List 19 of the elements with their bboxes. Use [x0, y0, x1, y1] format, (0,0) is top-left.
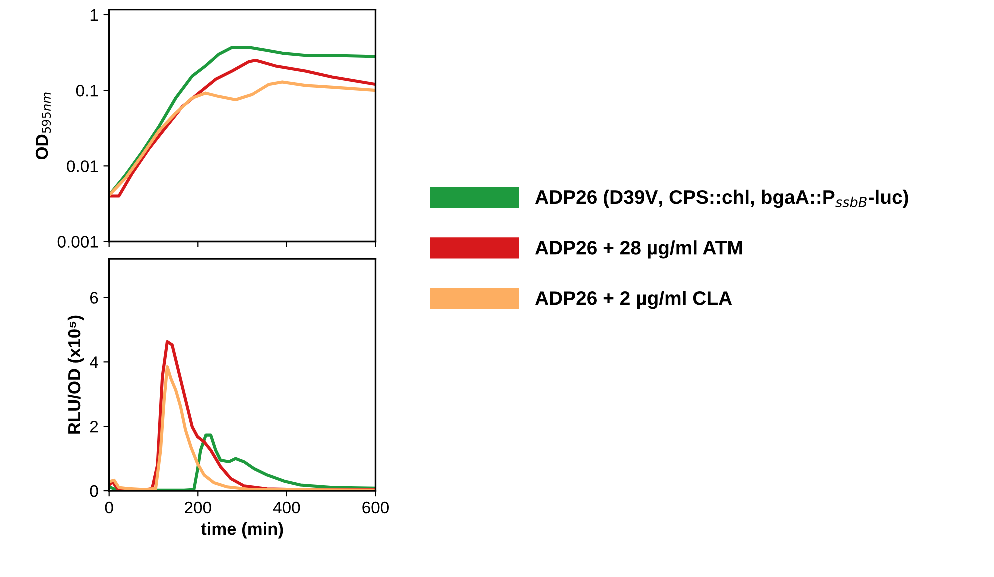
y-tick-label: 6	[90, 292, 98, 304]
y-axis-title: RLU/OD (x10⁵)	[68, 316, 84, 434]
y-tick-label: 0	[90, 485, 98, 498]
line-series	[109, 80, 376, 197]
x-tick-label: 200	[185, 502, 212, 514]
legend-label: ADP26 + 2 µg/ml CLA	[535, 290, 732, 310]
y-tick-label: 4	[90, 356, 98, 368]
y-tick-label: 2	[90, 420, 98, 433]
y-axis-title: OD$_{595nm}$	[36, 92, 52, 160]
x-tick-label: 600	[362, 502, 389, 514]
legend-label: ADP26 (D39V, CPS::chl, bgaA::P$_{ssbB}$-luc)	[535, 190, 908, 208]
x-tick-label: 0	[105, 502, 114, 514]
y-tick-label: 0.01	[67, 160, 98, 172]
x-tick-label: 400	[273, 502, 300, 514]
legend-label: ADP26 + 28 µg/ml ATM	[535, 240, 742, 259]
y-tick-label: 0.1	[76, 84, 98, 97]
y-tick-label: 0.001	[58, 236, 98, 248]
y-tick-label: 1	[90, 10, 98, 22]
x-axis-title: time (min)	[201, 522, 284, 539]
